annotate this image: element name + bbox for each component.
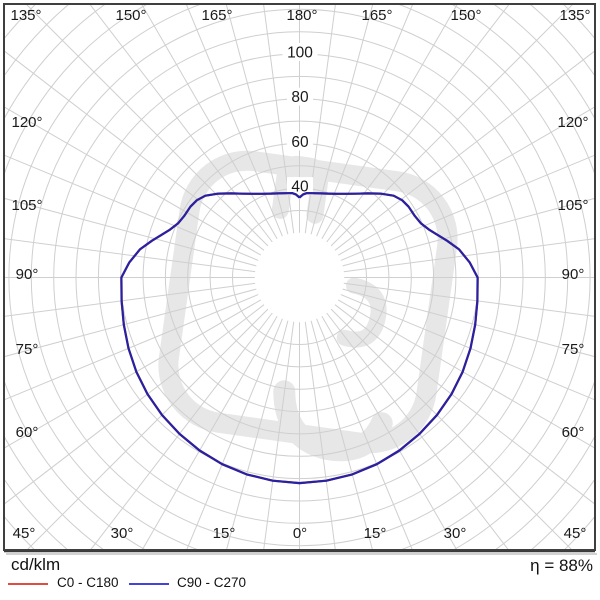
angle-label: 135° [10,7,41,24]
radial-tick-halo [282,43,318,61]
polar-grid-spoke [304,321,336,549]
angle-label: 165° [361,7,392,24]
radial-tick-halo [287,132,313,151]
polar-grid-spoke [321,315,457,549]
polar-grid-spoke [142,315,278,549]
angle-label: 0° [293,525,307,542]
polar-grid-spoke [27,308,269,549]
radial-tick-halo [287,177,313,196]
polar-grid-spoke [340,294,594,401]
angle-axis-labels: 135° 150° 165° 180° 165° 150° 135° 45° 30° 15° 0° 1… [10,7,590,542]
angle-label: 150° [115,7,146,24]
polar-grid-spoke [5,198,257,267]
watermark-bracket-glyph [271,155,329,224]
radial-tick-label: 60 [291,134,309,151]
angle-label: 165° [201,7,232,24]
polar-grid-spoke [5,304,265,505]
angle-label: 90° [562,266,585,283]
polar-grid-spoke [316,318,413,549]
polar-grid-spoke [310,5,374,235]
angle-label: 75° [16,341,39,358]
radial-tick-label: 100 [287,45,313,62]
legend-label-c0-c180: C0 - C180 [57,575,119,590]
polar-grid-spoke [5,50,265,251]
polar-grid-spoke [226,320,289,549]
polar-grid-spoke [337,299,594,449]
watermark-hook-glyph [336,277,387,348]
angle-label: 15° [364,525,387,542]
angle-label: 15° [213,525,236,542]
legend-line-c0-c180 [8,583,48,585]
plot-border [3,3,596,551]
watermark-logo [158,150,458,462]
light-output-ratio-label: η = 88% [530,556,593,575]
legend-line-c90-c270 [129,583,169,585]
polar-grid-spoke [330,5,573,247]
legend-label-c90-c270: C90 - C270 [177,575,247,590]
polar-grid-spoke [310,320,373,549]
polar-grid-spoke [141,5,278,240]
radial-tick-label: 40 [291,179,309,196]
radial-tick-halo [287,87,313,106]
polar-grid-spoke [186,5,283,237]
polar-grid-spoke [337,106,594,256]
polar-grid-spoke [5,299,262,449]
polar-grid-spoke [186,318,283,549]
polar-grid-spoke [334,304,594,505]
polar-grid-spoke [342,288,594,357]
polar-grid-spoke [90,312,273,549]
angle-label: 120° [557,114,588,131]
polar-grid-spoke [326,5,510,243]
angle-label: 45° [13,525,36,542]
polar-grid-spoke [340,154,594,261]
angle-label: 30° [111,525,134,542]
unit-label: cd/klm [11,555,61,574]
radial-axis-labels: 40 60 80 100 [282,43,318,196]
polar-grid-spoke [5,294,259,401]
polar-grid-spoke [89,5,273,243]
angle-label: 135° [559,7,590,24]
angle-label: 30° [444,525,467,542]
polar-grid-spoke [5,282,256,317]
angle-label: 60° [562,424,585,441]
polar-grid-spoke [316,5,413,237]
curve-c90-c270 [120,192,479,485]
polar-grid-spoke [5,106,262,256]
angle-label: 150° [450,7,481,24]
polar-grid-spoke [321,5,458,240]
polar-grid-spoke [5,154,259,261]
polar-grid-spoke [263,5,295,234]
polar-grid-spoke [330,308,572,549]
polar-grid-spoke [304,5,336,234]
angle-label: 60° [16,424,39,441]
polar-grid-spoke [334,50,594,251]
angle-label: 120° [11,114,42,131]
angle-label: 105° [557,197,588,214]
polar-grid-spoke [343,238,594,273]
angle-label: 90° [16,266,39,283]
polar-grid-spoke [225,5,289,235]
polar-grid-spoke [5,238,256,273]
polar-grid-spoke [326,312,509,549]
polar-grid-spoke [5,288,257,357]
angle-label: 105° [11,197,42,214]
intensity-curves [120,192,479,485]
radial-tick-label: 80 [291,89,309,106]
polar-grid-spoke [263,321,295,549]
polar-grid-spoke [343,282,594,317]
polar-grid-spoke [342,198,594,267]
angle-label: 180° [286,7,317,24]
angle-label: 75° [562,341,585,358]
watermark-swoosh-glyph [273,380,393,462]
angle-label: 45° [564,525,587,542]
polar-grid-spoke [26,5,269,247]
